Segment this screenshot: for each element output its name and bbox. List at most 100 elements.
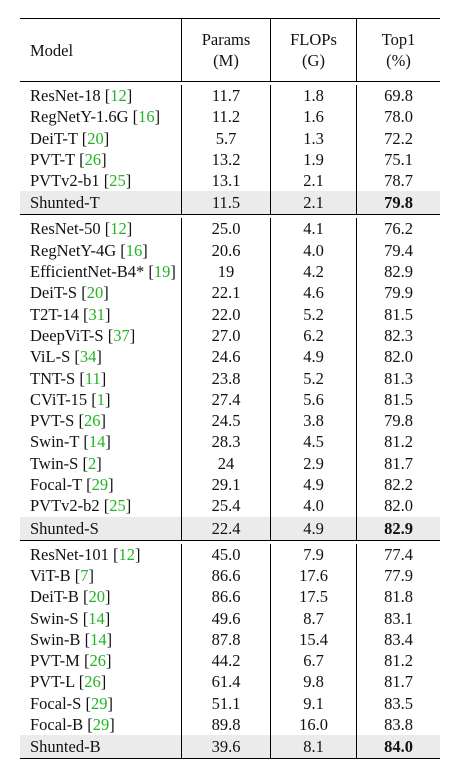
table-row: ResNet-101 [12] 45.0 7.9 77.4 [20, 543, 440, 565]
citation-link: 14 [88, 432, 106, 452]
top-rule [20, 18, 440, 19]
table-row: Swin-T [14] 28.3 4.5 81.2 [20, 431, 440, 453]
params-cell: 19 [181, 261, 270, 283]
citation-link: 14 [88, 608, 105, 628]
model-cell: DeiT-T [20] [30, 128, 110, 148]
flops-cell: 3.8 [270, 410, 356, 432]
model-name: Shunted-T [30, 193, 100, 213]
params-cell: 28.3 [181, 431, 270, 453]
table-row: PVT-S [26] 24.5 3.8 79.8 [20, 410, 440, 432]
params-cell: 87.8 [181, 628, 270, 651]
citation-link: 20 [88, 587, 106, 607]
table-section: ResNet-50 [12] 25.0 4.1 76.2 RegNetY-4G [16]… [20, 215, 440, 540]
flops-cell: 4.1 [270, 218, 356, 240]
model-cell: Twin-S [2] [30, 453, 102, 473]
model-cell: PVT-T [26] [30, 149, 107, 169]
params-cell: 86.6 [181, 586, 270, 608]
model-cell: DeepViT-S [37] [30, 325, 136, 345]
header-params-label: Params [201, 30, 251, 49]
top1-cell: 78.0 [356, 106, 440, 128]
top1-cell: 81.7 [356, 671, 440, 693]
table-row: DeiT-B [20] 86.6 17.5 81.8 [20, 586, 440, 608]
top1-cell: 81.5 [356, 303, 440, 325]
top1-cell: 83.8 [356, 714, 440, 736]
params-cell: 89.8 [181, 714, 270, 736]
flops-cell: 1.6 [270, 106, 356, 128]
table-row: PVT-M [26] 44.2 6.7 81.2 [20, 650, 440, 672]
flops-cell: 2.9 [270, 452, 356, 475]
model-cell: PVTv2-b1 [25] [30, 171, 132, 191]
model-cell: RegNetY-4G [16] [30, 240, 148, 260]
model-cell: EfficientNet-B4* [19] [30, 262, 176, 282]
table-section: ResNet-101 [12] 45.0 7.9 77.4 ViT-B [7] 86.6 1… [20, 541, 440, 759]
model-cell: Swin-T [14] [30, 432, 111, 452]
top1-cell: 83.1 [356, 607, 440, 629]
params-cell: 61.4 [181, 671, 270, 693]
comparison-table: Model Params (M) FLOPs (G) Top1 (%) ResN… [20, 18, 440, 760]
citation-link: 25 [109, 171, 126, 191]
table-row: Swin-B [14] 87.8 15.4 83.4 [20, 628, 440, 651]
table-row: RegNetY-1.6G [16] 11.2 1.6 78.0 [20, 106, 440, 128]
top1-cell: 69.8 [356, 85, 440, 107]
top1-cell: 79.9 [356, 282, 440, 304]
params-cell: 39.6 [181, 735, 270, 759]
params-cell: 27.4 [181, 388, 270, 411]
citation-link: 16 [125, 240, 143, 260]
flops-cell: 5.2 [270, 367, 356, 389]
table-body: ResNet-18 [12] 11.7 1.8 69.8 RegNetY-1.6G [1… [20, 82, 440, 760]
flops-cell: 16.0 [270, 714, 356, 736]
flops-cell: 6.7 [270, 650, 356, 672]
table-row: ViT-B [7] 86.6 17.6 77.9 [20, 564, 440, 587]
citation-link: 29 [90, 693, 108, 713]
top1-cell: 77.4 [356, 543, 440, 565]
top1-cell: 81.3 [356, 367, 440, 389]
params-cell: 5.7 [181, 127, 270, 149]
citation-link: 12 [110, 219, 127, 239]
flops-cell: 15.4 [270, 628, 356, 651]
top1-cell: 82.2 [356, 474, 440, 496]
params-cell: 20.6 [181, 239, 270, 262]
params-cell: 45.0 [181, 543, 270, 565]
model-name: Shunted-B [30, 737, 101, 757]
citation-link: 20 [86, 283, 104, 303]
model-name: TNT-S [30, 368, 76, 388]
top1-cell: 76.2 [356, 218, 440, 240]
model-name: ViT-B [30, 565, 71, 585]
model-cell: TNT-S [11] [30, 368, 107, 388]
model-name: Swin-T [30, 432, 80, 452]
params-cell: 11.2 [181, 106, 270, 128]
model-cell: PVT-M [26] [30, 651, 112, 671]
flops-cell: 1.9 [270, 148, 356, 171]
model-name: ViL-S [30, 347, 71, 367]
model-name: PVT-L [30, 672, 75, 692]
model-name: Shunted-S [30, 518, 99, 538]
params-cell: 22.0 [181, 303, 270, 325]
top1-cell: 79.8 [356, 410, 440, 432]
model-name: PVT-T [30, 149, 75, 169]
table-row: Focal-S [29] 51.1 9.1 83.5 [20, 692, 440, 715]
model-name: Focal-T [30, 475, 82, 495]
model-name: PVT-M [30, 651, 80, 671]
header-flops-label: FLOPs [290, 30, 337, 49]
table-row: ResNet-50 [12] 25.0 4.1 76.2 [20, 218, 440, 240]
table-row: DeiT-T [20] 5.7 1.3 72.2 [20, 127, 440, 149]
params-cell: 24 [181, 452, 270, 475]
header-rule [20, 81, 440, 82]
citation-link: 2 [87, 453, 97, 473]
model-name: CViT-15 [30, 389, 88, 409]
model-cell: Shunted-S [20, 517, 181, 540]
citation-link: 34 [79, 347, 97, 367]
model-cell: ViL-S [34] [30, 347, 102, 367]
citation-link: 7 [80, 565, 89, 585]
model-cell: Focal-S [29] [30, 693, 113, 713]
header-params: Params (M) [181, 19, 270, 81]
model-cell: PVTv2-b2 [25] [30, 496, 132, 516]
table-row: PVT-L [26] 61.4 9.8 81.7 [20, 671, 440, 693]
params-cell: 44.2 [181, 650, 270, 672]
params-cell: 24.6 [181, 346, 270, 368]
top1-cell: 75.1 [356, 148, 440, 171]
model-name: Twin-S [30, 453, 79, 473]
citation-link: 20 [87, 128, 104, 148]
citation-link: 19 [153, 262, 171, 282]
model-cell: T2T-14 [31] [30, 304, 111, 324]
